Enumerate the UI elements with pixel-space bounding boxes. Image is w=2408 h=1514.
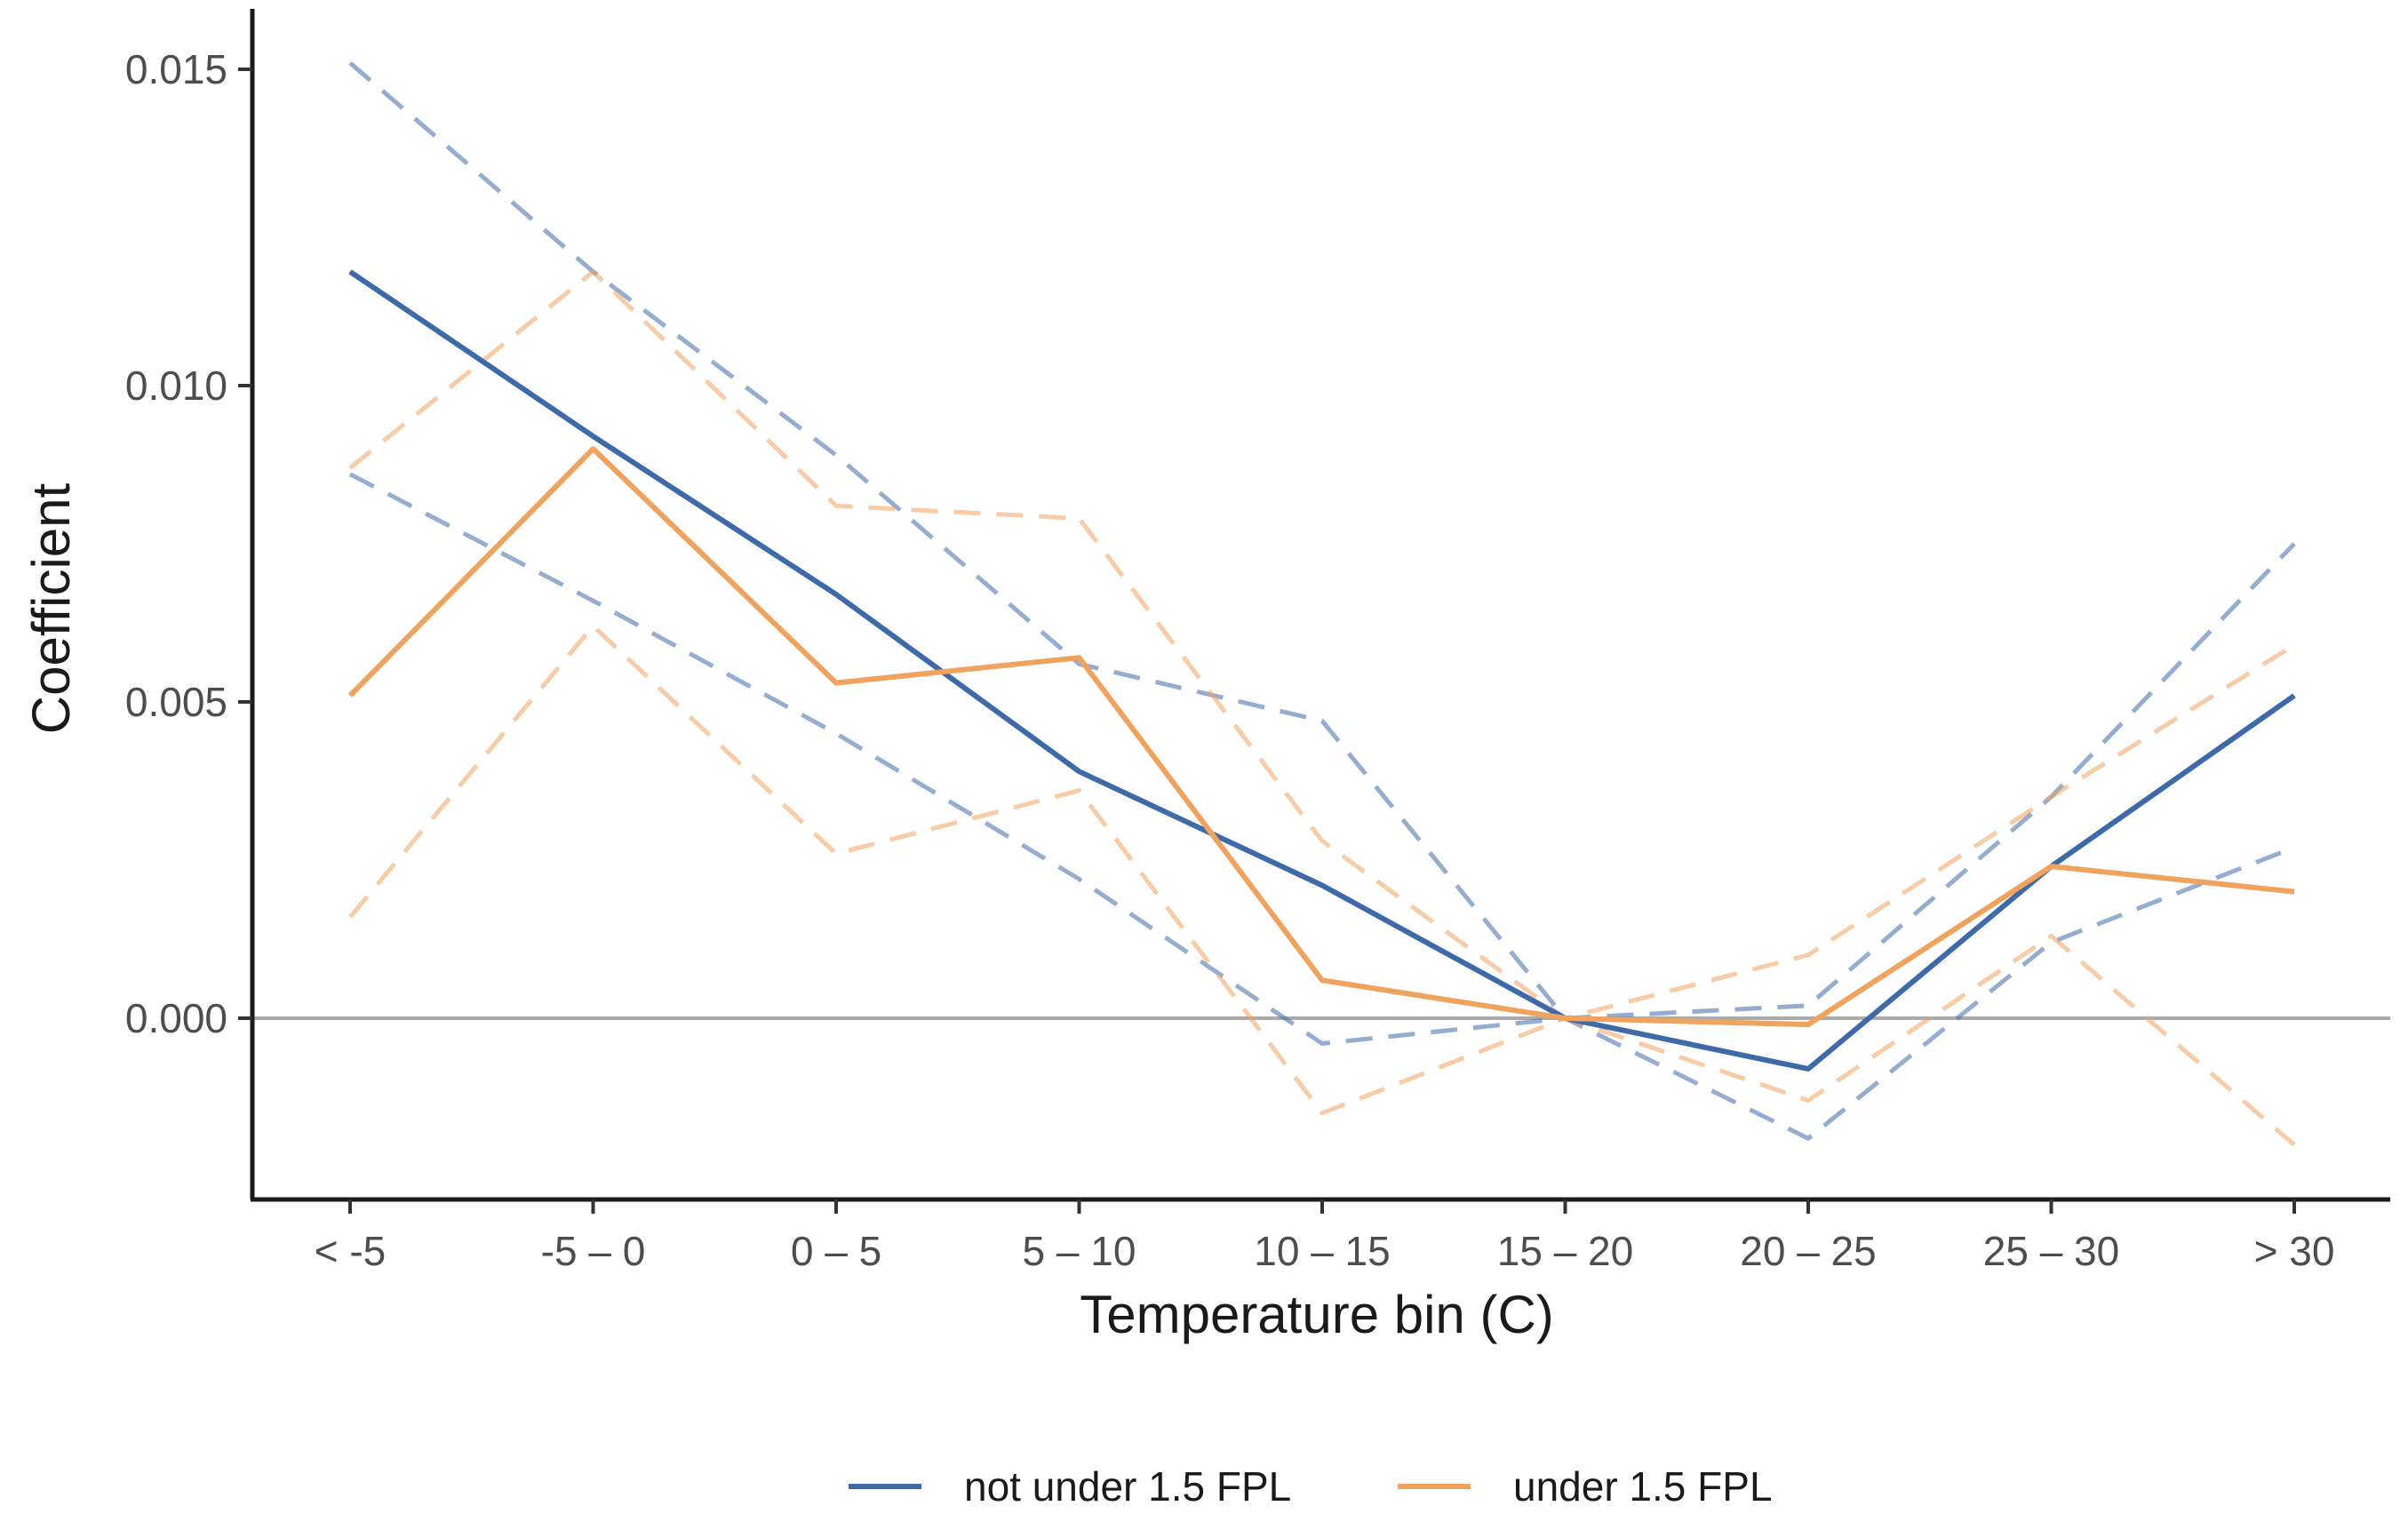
axes: 0.000 0.005 0.010 0.015 < -5 -5 – 0 0 – 5 5 – 1… xyxy=(125,9,2390,1274)
plot-area xyxy=(252,61,2390,1147)
series-under-fpl-line xyxy=(347,446,2295,1028)
x-tick-label: -5 – 0 xyxy=(541,1228,646,1274)
y-tick-label: 0.010 xyxy=(125,363,227,409)
x-axis-title: Temperature bin (C) xyxy=(1080,1285,1554,1344)
legend: not under 1.5 FPL under 1.5 FPL xyxy=(849,1463,1773,1510)
x-tick-label: > 30 xyxy=(2254,1228,2335,1274)
series-not-under-fpl-ci-lower-line xyxy=(348,472,2295,1141)
x-tick-label: 10 – 15 xyxy=(1254,1228,1390,1274)
y-tick-label: 0.005 xyxy=(125,679,227,725)
series-under-fpl-ci-lower-line xyxy=(348,624,2296,1147)
legend-label-under-fpl: under 1.5 FPL xyxy=(1513,1463,1773,1510)
x-tick-label: 15 – 20 xyxy=(1497,1228,1633,1274)
series-under-fpl-ci-upper-line xyxy=(348,269,2296,1021)
legend-label-not-under-fpl: not under 1.5 FPL xyxy=(964,1463,1291,1510)
x-tick-label: 5 – 10 xyxy=(1023,1228,1136,1274)
x-tick-label: 20 – 25 xyxy=(1740,1228,1876,1274)
y-tick-label: 0.015 xyxy=(125,46,227,92)
y-tick-label: 0.000 xyxy=(125,995,227,1041)
x-tick-label: 25 – 30 xyxy=(1983,1228,2119,1274)
series-not-under-fpl-ci-upper-line xyxy=(348,61,2296,1021)
x-tick-label: < -5 xyxy=(315,1228,387,1274)
y-axis-title: Coefficient xyxy=(21,482,81,734)
x-tick-label: 0 – 5 xyxy=(791,1228,881,1274)
